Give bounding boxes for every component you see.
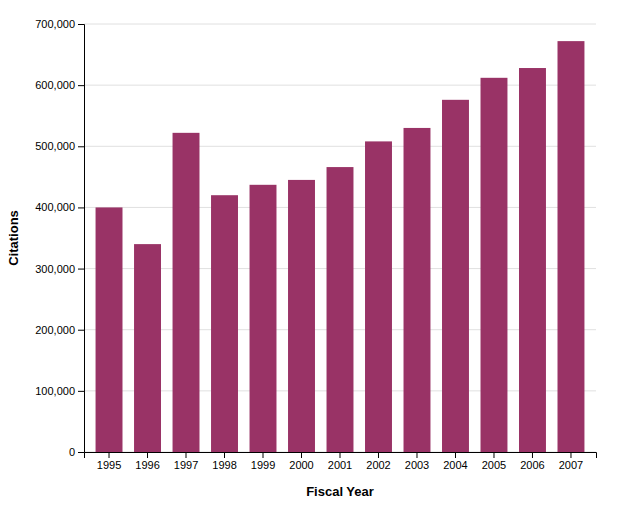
y-axis-title: Citations xyxy=(6,210,21,266)
y-tick-mark xyxy=(78,146,84,147)
x-tick: 2007 xyxy=(559,452,583,471)
x-tick-label: 2002 xyxy=(366,459,390,471)
y-tick-label: 700,000 xyxy=(35,18,75,30)
x-tick: 1999 xyxy=(251,452,275,471)
grid-line xyxy=(84,24,596,25)
bar xyxy=(519,68,546,452)
chart-container: 1995 1996 1997 1998 1999 2000 2001 2002 2003 2004… xyxy=(0,0,620,512)
x-axis-title: Fiscal Year xyxy=(306,484,374,499)
grid xyxy=(84,24,596,452)
x-tick-mark xyxy=(416,452,417,458)
y-tick: 0 xyxy=(69,446,84,458)
bar xyxy=(442,100,469,452)
y-tick: 700,000 xyxy=(35,18,84,30)
y-tick-label: 500,000 xyxy=(35,140,75,152)
bar xyxy=(250,185,277,452)
bar xyxy=(211,195,238,452)
bar xyxy=(365,141,392,452)
x-tick-mark xyxy=(109,452,110,458)
x-tick-label: 2003 xyxy=(405,459,429,471)
y-tick-mark xyxy=(78,24,84,25)
x-tick: 2004 xyxy=(443,452,467,471)
x-axis-line xyxy=(85,453,597,459)
plot-area: 1995 1996 1997 1998 1999 2000 2001 2002 2003 2004… xyxy=(35,18,596,471)
x-tick-label: 2001 xyxy=(328,459,352,471)
bar xyxy=(327,167,354,452)
y-tick: 300,000 xyxy=(35,263,84,275)
x-tick: 1998 xyxy=(212,452,236,471)
bar xyxy=(404,128,431,452)
y-tick-label: 600,000 xyxy=(35,79,75,91)
y-tick-mark xyxy=(78,452,84,453)
x-tick-label: 2005 xyxy=(482,459,506,471)
y-tick-mark xyxy=(78,330,84,331)
x-tick: 2006 xyxy=(520,452,544,471)
y-axis-line xyxy=(78,25,85,453)
x-tick-mark xyxy=(186,452,187,458)
x-tick-mark xyxy=(455,452,456,458)
y-tick-mark xyxy=(78,85,84,86)
x-tick-label: 1996 xyxy=(135,459,159,471)
x-tick-mark xyxy=(532,452,533,458)
y-tick-mark xyxy=(78,391,84,392)
y-tick: 100,000 xyxy=(35,385,84,397)
x-tick-mark xyxy=(378,452,379,458)
y-tick-label: 100,000 xyxy=(35,385,75,397)
x-tick-label: 1999 xyxy=(251,459,275,471)
bar xyxy=(558,41,585,452)
y-tick-label: 300,000 xyxy=(35,263,75,275)
bar xyxy=(481,78,508,452)
y-tick: 200,000 xyxy=(35,324,84,336)
x-tick: 1997 xyxy=(174,452,198,471)
y-tick-label: 200,000 xyxy=(35,324,75,336)
x-tick: 2005 xyxy=(482,452,506,471)
x-tick-label: 2007 xyxy=(559,459,583,471)
x-tick-label: 2004 xyxy=(443,459,467,471)
x-tick-mark xyxy=(340,452,341,458)
y-tick-mark xyxy=(78,207,84,208)
x-tick: 1996 xyxy=(135,452,159,471)
x-tick-mark xyxy=(263,452,264,458)
y-tick-label: 400,000 xyxy=(35,201,75,213)
y-axis: 0 100,000 200,000 300,000 400,000 500,000 600,… xyxy=(35,18,84,458)
x-tick-label: 1998 xyxy=(212,459,236,471)
x-tick: 2002 xyxy=(366,452,390,471)
x-tick-label: 1997 xyxy=(174,459,198,471)
y-tick: 600,000 xyxy=(35,79,84,91)
x-axis: 1995 1996 1997 1998 1999 2000 2001 2002 2003 2004… xyxy=(85,452,597,471)
x-tick-mark xyxy=(570,452,571,458)
y-tick: 500,000 xyxy=(35,140,84,152)
x-tick: 2000 xyxy=(289,452,313,471)
x-tick: 2001 xyxy=(328,452,352,471)
y-tick-mark xyxy=(78,269,84,270)
x-tick: 2003 xyxy=(405,452,429,471)
x-tick-mark xyxy=(147,452,148,458)
x-tick-label: 2006 xyxy=(520,459,544,471)
bars xyxy=(96,41,585,452)
x-tick-mark xyxy=(301,452,302,458)
x-tick-mark xyxy=(493,452,494,458)
chart-svg: 1995 1996 1997 1998 1999 2000 2001 2002 2003 2004… xyxy=(0,0,620,512)
y-tick: 400,000 xyxy=(35,201,84,213)
y-tick-label: 0 xyxy=(69,446,75,458)
bar xyxy=(173,133,200,452)
x-tick-mark xyxy=(224,452,225,458)
bar xyxy=(288,180,315,452)
x-tick: 1995 xyxy=(97,452,121,471)
x-tick-label: 1995 xyxy=(97,459,121,471)
x-tick-label: 2000 xyxy=(289,459,313,471)
bar xyxy=(134,244,161,452)
bar xyxy=(96,207,123,452)
